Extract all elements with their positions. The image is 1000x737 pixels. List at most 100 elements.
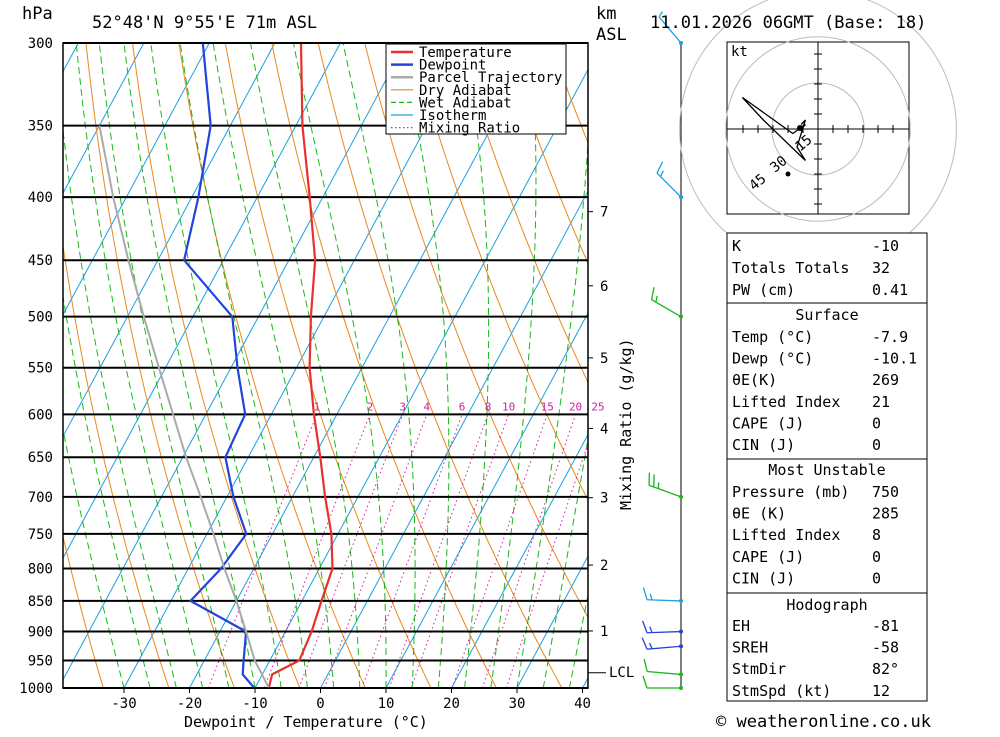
pressure-tick-label: 1000	[19, 681, 53, 697]
pressure-tick-label: 450	[28, 253, 53, 269]
mixing-ratio-axis-title: Mixing Ratio (g/kg)	[617, 338, 635, 510]
pressure-tick-label: 500	[28, 310, 53, 326]
wind-barb-shaft	[649, 485, 681, 497]
wind-barb-shaft	[647, 671, 681, 674]
dry-adiabat-line	[922, 43, 1000, 688]
mixing-ratio-tick-label: 25	[591, 400, 604, 413]
index-value: 12	[872, 682, 890, 700]
wind-barb-half-flag	[656, 296, 657, 302]
pressure-tick-label: 600	[28, 407, 53, 423]
mixing-ratio-tick-label: 6	[459, 400, 466, 413]
index-label: θE (K)	[732, 505, 786, 523]
hodograph-units-label: kt	[731, 44, 748, 60]
index-value: 0	[872, 436, 881, 454]
index-value: 0.41	[872, 281, 908, 299]
pressure-tick-label: 400	[28, 190, 53, 206]
pressure-tick-label: 950	[28, 654, 53, 670]
mixing-ratio-line	[264, 414, 370, 688]
indices-section-title: Surface	[795, 306, 858, 324]
pressure-tick-label: 750	[28, 527, 53, 543]
index-label: Lifted Index	[732, 393, 840, 411]
index-label: CAPE (J)	[732, 548, 804, 566]
wet-adiabat-line	[124, 43, 255, 688]
isotherm-line	[0, 43, 13, 688]
index-label: CIN (J)	[732, 436, 795, 454]
index-value: -10.1	[872, 350, 917, 368]
index-value: 0	[872, 414, 881, 432]
pressure-tick-label: 550	[28, 361, 53, 377]
index-value: 82°	[872, 660, 899, 678]
mixing-ratio-tick-label: 3	[399, 400, 406, 413]
dry-adiabat-line	[225, 43, 431, 688]
km-tick-label: 6	[600, 279, 608, 295]
pressure-tick-label: 700	[28, 490, 53, 506]
wet-adiabat-line	[251, 43, 360, 688]
wet-adiabat-line	[491, 43, 536, 688]
index-label: StmSpd (kt)	[732, 682, 831, 700]
mixing-ratio-line	[452, 414, 547, 688]
pressure-units-label: hPa	[22, 4, 53, 24]
mixing-ratio-tick-label: 20	[569, 400, 582, 413]
index-label: SREH	[732, 639, 768, 657]
index-label: StmDir	[732, 660, 786, 678]
temperature-tick-label: -30	[111, 696, 136, 712]
temperature-tick-label: -20	[177, 696, 202, 712]
mixing-ratio-line	[482, 414, 575, 688]
index-label: CAPE (J)	[732, 414, 804, 432]
mixing-ratio-tick-label: 4	[424, 400, 431, 413]
temperature-tick-label: 20	[443, 696, 460, 712]
km-tick-label: 4	[600, 421, 608, 437]
location-label: 52°48'N 9°55'E 71m ASL	[92, 13, 317, 33]
isotherm-line	[321, 43, 668, 688]
mixing-ratio-tick-label: 15	[541, 400, 554, 413]
temperature-tick-label: 30	[509, 696, 526, 712]
dry-adiabat-line	[86, 43, 234, 688]
index-label: Temp (°C)	[732, 328, 813, 346]
km-units-label: km	[596, 4, 616, 24]
mixing-ratio-tick-label: 10	[502, 400, 515, 413]
wind-barb-shaft	[652, 300, 681, 317]
index-value: 21	[872, 393, 890, 411]
index-value: -10	[872, 237, 899, 255]
km-tick-label: 1	[600, 624, 608, 640]
index-label: Pressure (mb)	[732, 483, 849, 501]
dry-adiabat-line	[968, 43, 1000, 688]
dry-adiabat-line	[272, 43, 497, 688]
wind-barb-flag	[644, 659, 647, 671]
mixing-ratio-tick-label: 1	[314, 400, 321, 413]
datetime-label: 11.01.2026 06GMT (Base: 18)	[650, 13, 926, 33]
storm-motion-marker	[786, 172, 791, 177]
mixing-ratio-line	[411, 414, 508, 688]
index-label: Lifted Index	[732, 526, 840, 544]
isotherm-line	[190, 43, 537, 688]
temperature-tick-label: 0	[316, 696, 324, 712]
wind-barb-flag	[643, 588, 647, 600]
lcl-label: LCL	[609, 665, 634, 681]
legend-label: Mixing Ratio	[419, 121, 520, 137]
index-value: 285	[872, 505, 899, 523]
wet-adiabat-line	[213, 43, 333, 688]
index-value: 0	[872, 569, 881, 587]
pressure-tick-label: 300	[28, 36, 53, 52]
wind-barb-half-flag	[660, 171, 663, 177]
wind-barb-flag	[643, 676, 647, 688]
isotherm-line	[0, 43, 144, 688]
pressure-tick-label: 350	[28, 119, 53, 135]
temperature-tick-label: -10	[242, 696, 267, 712]
index-value: 269	[872, 371, 899, 389]
wet-adiabat-line	[151, 43, 281, 688]
mixing-ratio-tick-label: 8	[485, 400, 492, 413]
dry-adiabat-line	[40, 43, 169, 688]
index-label: K	[732, 237, 741, 255]
index-value: 0	[872, 548, 881, 566]
indices-section-title: Hodograph	[786, 596, 867, 614]
pressure-tick-label: 650	[28, 450, 53, 466]
indices-section-title: Most Unstable	[768, 461, 885, 479]
index-value: 750	[872, 483, 899, 501]
pressure-tick-label: 850	[28, 594, 53, 610]
index-value: -81	[872, 617, 899, 635]
wind-barb-flag	[643, 621, 647, 633]
wind-barb-half-flag	[650, 643, 653, 649]
